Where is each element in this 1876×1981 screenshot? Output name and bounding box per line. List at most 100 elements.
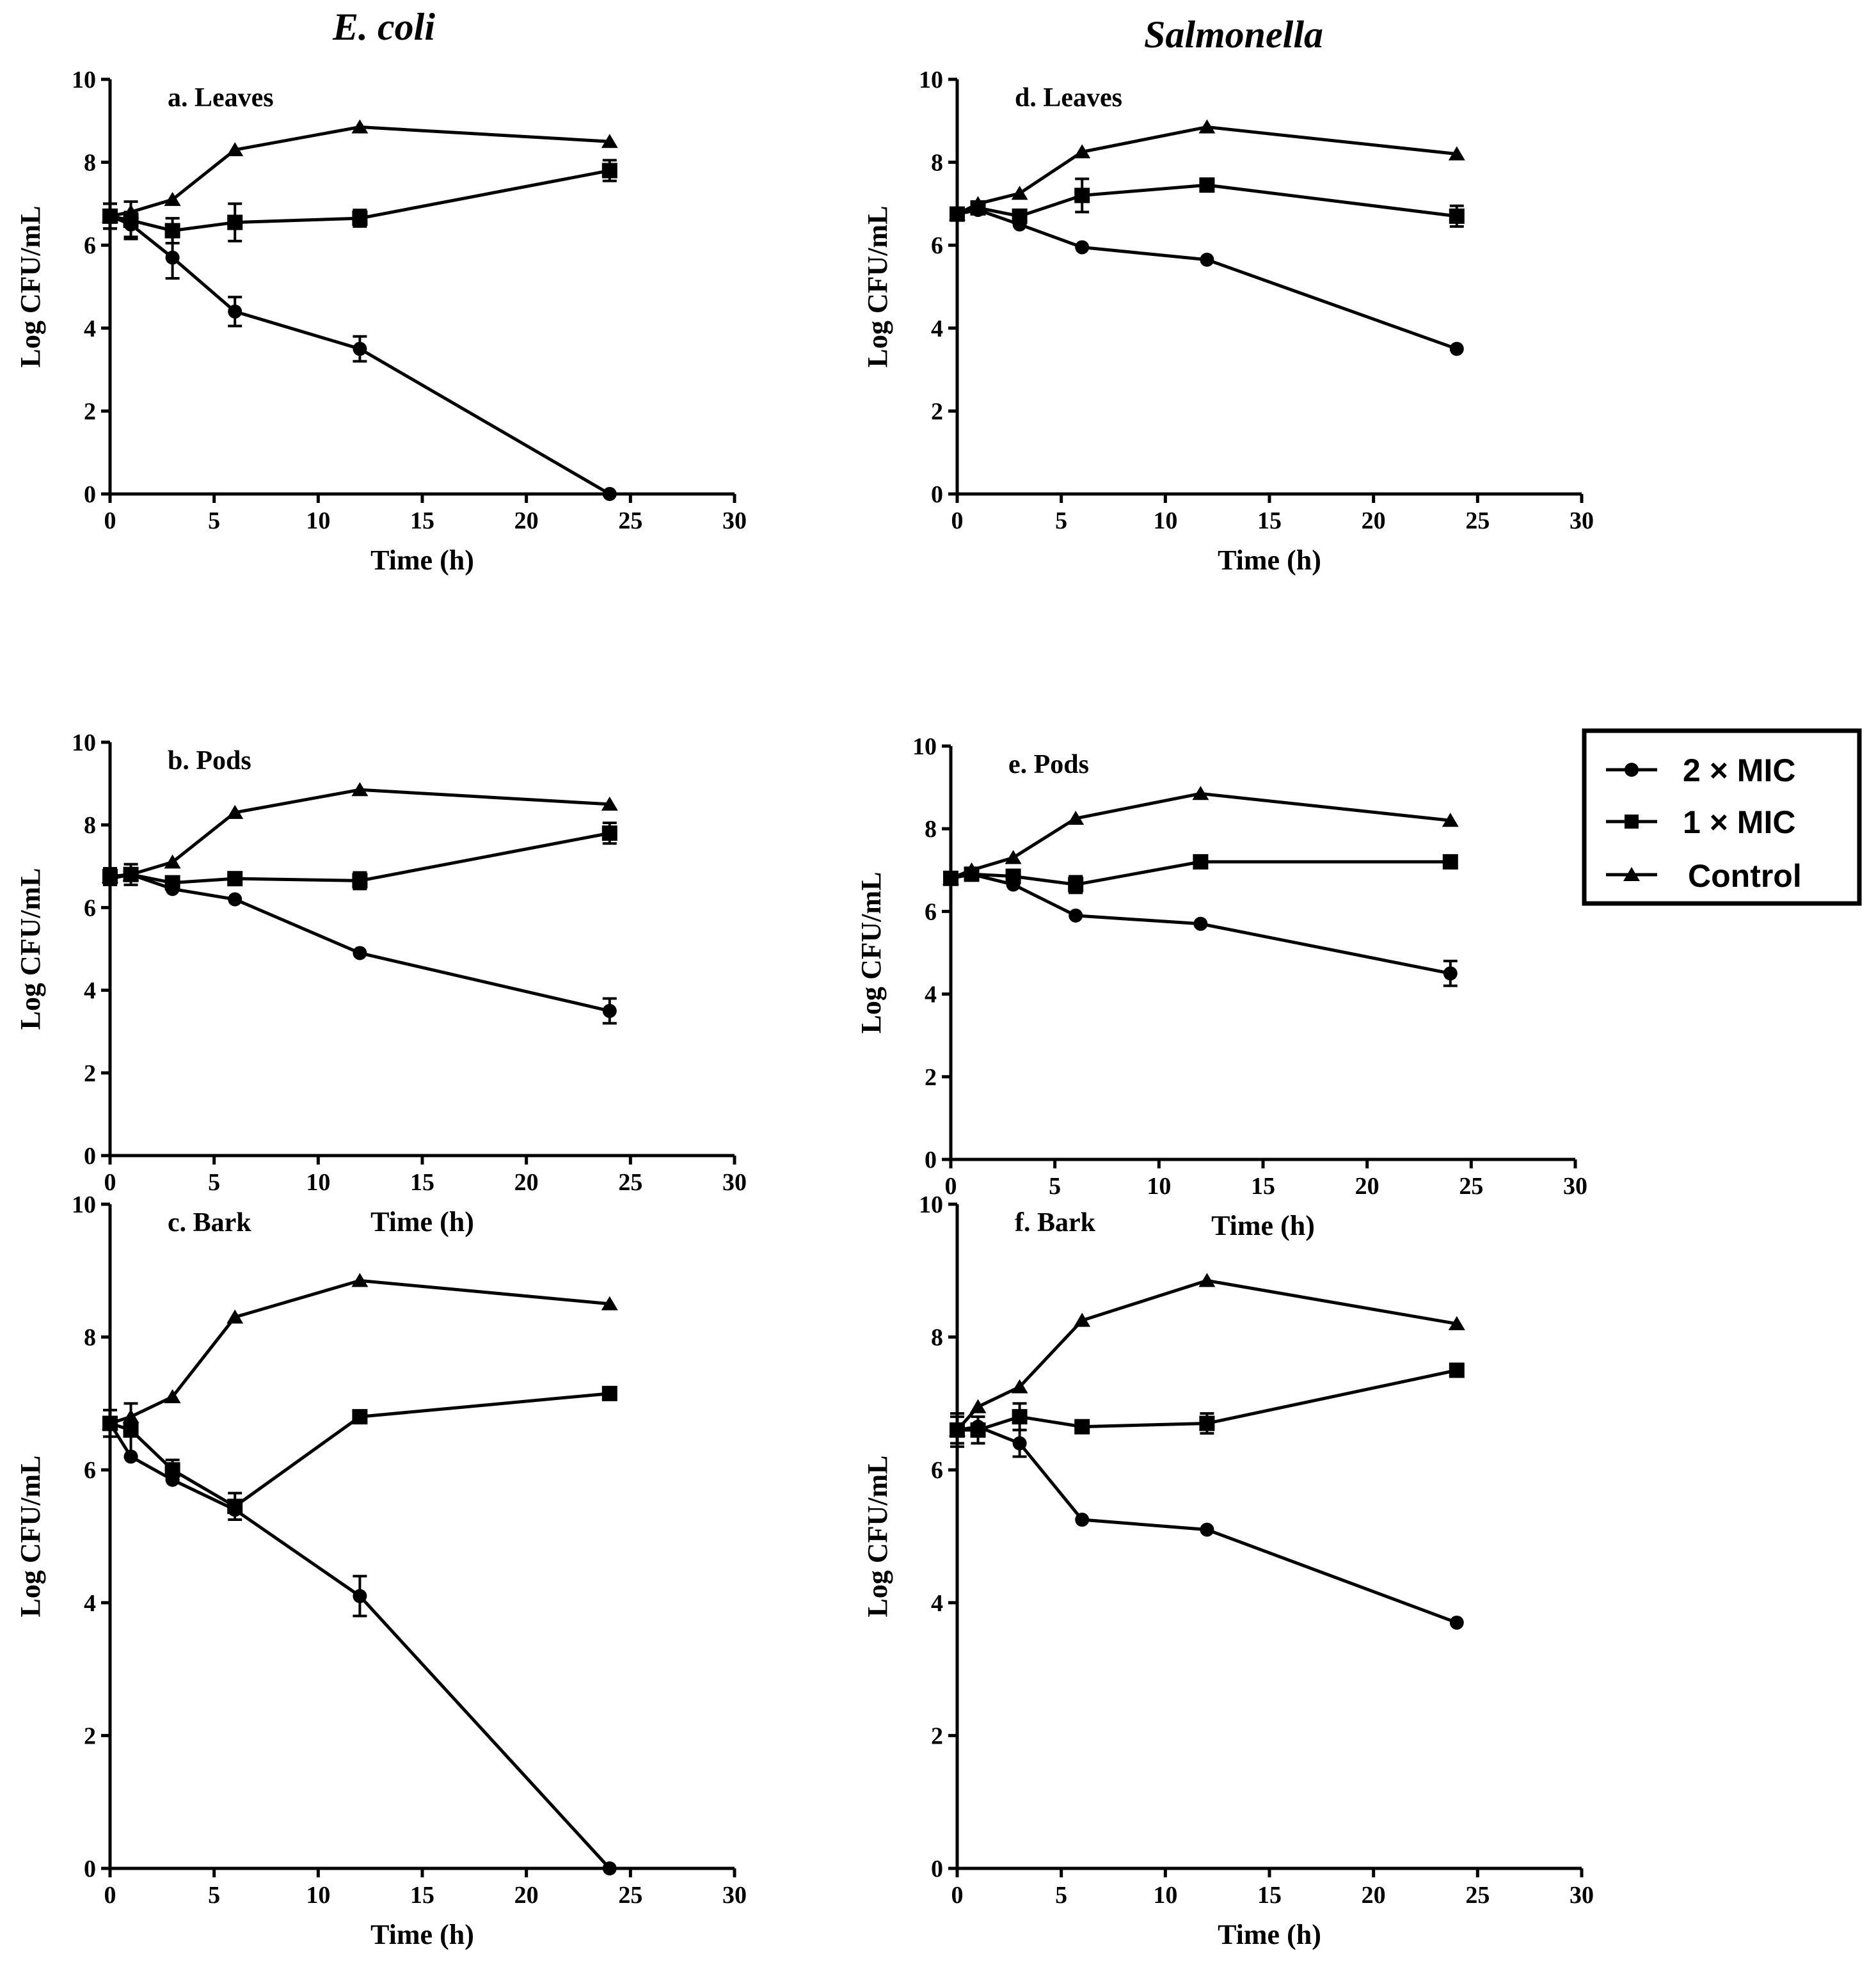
y-tick-label: 0 (931, 481, 943, 508)
x-tick-label: 30 (722, 507, 747, 534)
data-point-square (1074, 187, 1090, 203)
data-point-circle (165, 250, 180, 265)
x-tick-label: 10 (1153, 507, 1177, 534)
y-tick-label: 4 (931, 1590, 943, 1617)
panel-title: f. Bark (1015, 1208, 1096, 1237)
x-tick-label: 20 (514, 507, 539, 534)
data-point-triangle (1011, 186, 1028, 200)
data-point-triangle (227, 1309, 244, 1324)
data-point-triangle (1005, 850, 1022, 864)
y-tick-label: 8 (84, 150, 96, 177)
x-axis-title: Time (h) (1218, 1919, 1321, 1950)
x-tick-label: 10 (1153, 1882, 1177, 1909)
panel-title: e. Pods (1008, 750, 1089, 779)
x-tick-label: 15 (1257, 1882, 1282, 1909)
data-point-circle (1069, 908, 1083, 923)
x-tick-label: 10 (306, 1169, 330, 1196)
y-tick-label: 10 (912, 733, 937, 760)
data-point-circle (1443, 966, 1458, 981)
y-tick-label: 8 (84, 1325, 96, 1351)
legend: 2 × MIC 1 × MIC Control (1582, 728, 1862, 906)
series-triangle (102, 1273, 618, 1430)
data-point-triangle (601, 134, 618, 148)
data-point-circle (1075, 1513, 1090, 1527)
x-tick-label: 20 (1355, 1173, 1379, 1200)
data-point-triangle (351, 119, 369, 134)
x-axis-title: Time (h) (1211, 1210, 1315, 1241)
data-point-triangle (102, 208, 118, 223)
data-point-square (1449, 1362, 1465, 1378)
data-point-circle (602, 1861, 617, 1875)
chart-panel-3: 0 2 4 6 8 10 0 5 10 15 20 25 30 Time (h) Log CFU/mL c. … (15, 1191, 747, 1950)
y-axis-title: Log CFU/mL (862, 206, 893, 368)
data-point-triangle (1448, 146, 1465, 161)
y-tick-label: 0 (925, 1147, 937, 1173)
data-point-circle (1012, 1436, 1027, 1451)
y-tick-label: 2 (925, 1064, 937, 1091)
data-point-circle (1200, 1522, 1214, 1537)
x-tick-label: 0 (104, 507, 116, 534)
data-point-triangle (164, 191, 181, 206)
x-axis-title: Time (h) (1218, 545, 1321, 576)
data-point-circle (353, 342, 367, 356)
x-tick-label: 5 (1055, 507, 1067, 534)
data-point-circle (1449, 342, 1464, 356)
y-tick-label: 6 (931, 232, 943, 259)
series-circle (103, 1416, 617, 1875)
data-point-square (352, 873, 368, 889)
data-point-square (1005, 868, 1021, 884)
data-point-square (1449, 208, 1465, 224)
data-point-triangle (969, 196, 987, 211)
y-tick-label: 4 (84, 315, 96, 342)
y-tick-label: 6 (84, 1457, 96, 1484)
x-tick-label: 25 (1465, 507, 1490, 534)
y-axis-title: Log CFU/mL (15, 868, 46, 1030)
y-axis-title: Log CFU/mL (862, 1456, 893, 1618)
y-tick-label: 8 (931, 150, 943, 177)
data-point-square (227, 214, 243, 230)
x-tick-label: 5 (1049, 1173, 1061, 1200)
data-point-triangle (601, 796, 618, 811)
y-tick-label: 8 (925, 816, 937, 843)
data-point-square (164, 1462, 180, 1478)
data-point-triangle (122, 1409, 139, 1424)
data-point-triangle (1442, 813, 1459, 827)
y-tick-label: 10 (72, 67, 96, 93)
data-point-triangle (963, 862, 980, 877)
x-tick-label: 0 (104, 1882, 116, 1909)
x-tick-label: 30 (722, 1882, 747, 1909)
y-tick-label: 0 (84, 1143, 96, 1170)
data-point-square (123, 1422, 139, 1438)
y-tick-label: 10 (72, 729, 96, 756)
data-point-triangle (1448, 1316, 1465, 1330)
data-point-square (1199, 1415, 1215, 1431)
data-point-circle (1075, 240, 1090, 255)
x-tick-label: 20 (1362, 1882, 1386, 1909)
y-tick-label: 2 (84, 398, 96, 425)
data-point-triangle (1198, 1273, 1216, 1287)
column-title-salmonella: Salmonella (1144, 13, 1323, 56)
x-tick-label: 10 (1147, 1173, 1171, 1200)
data-point-triangle (1074, 144, 1091, 159)
series-square (102, 159, 617, 244)
data-point-square (1442, 854, 1458, 870)
series-triangle (102, 782, 618, 883)
x-tick-label: 15 (410, 1882, 434, 1909)
series-line (109, 788, 610, 879)
chart-panel-2: 0 2 4 6 8 10 0 5 10 15 20 25 30 Time (h) Log CFU/mL b. … (15, 729, 747, 1237)
x-tick-label: 20 (1362, 507, 1386, 534)
series-line (956, 1278, 1458, 1431)
legend-square-marker (1625, 815, 1639, 829)
data-point-triangle (949, 1422, 966, 1436)
data-point-triangle (601, 1296, 618, 1310)
x-tick-label: 5 (208, 507, 220, 534)
data-point-circle (1193, 916, 1208, 931)
data-point-circle (1200, 252, 1214, 267)
y-tick-label: 6 (84, 895, 96, 921)
data-point-triangle (227, 804, 244, 819)
legend-label-1xmic: 1 × MIC (1683, 804, 1795, 840)
data-point-triangle (102, 868, 118, 883)
legend-circle-marker (1625, 763, 1639, 777)
y-tick-label: 2 (931, 1722, 943, 1749)
